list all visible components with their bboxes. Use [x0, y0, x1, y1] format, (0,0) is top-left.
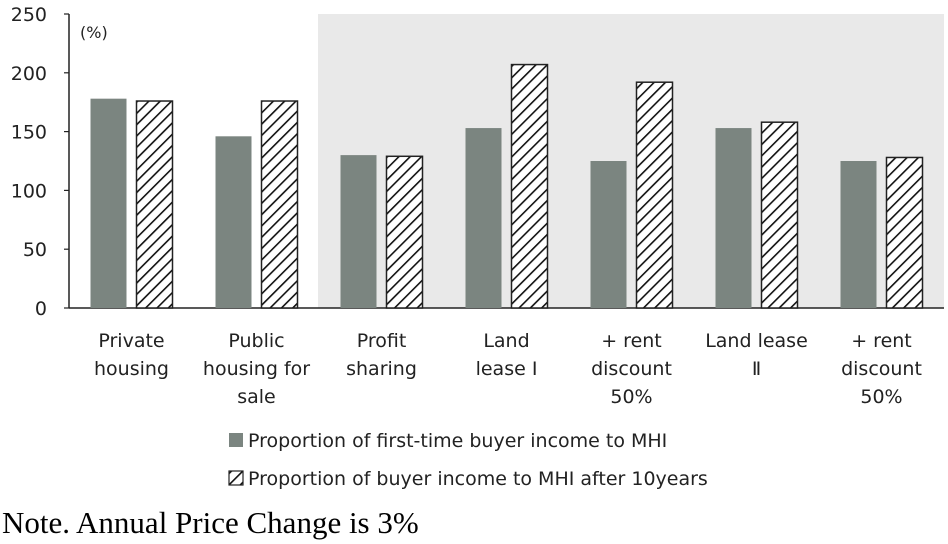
axes: 0 50 100 150 200 250: [11, 4, 944, 320]
x-category-label: discount: [841, 358, 922, 380]
bar-chart: 0 50 100 150 200 250 Private housing Public hous…: [11, 4, 944, 490]
bar-series-1: [840, 161, 877, 308]
y-tick-label: 200: [11, 63, 47, 85]
x-category-label: housing: [94, 358, 169, 380]
x-category-label: Profit: [357, 330, 407, 352]
bar-series-2: [385, 155, 424, 309]
x-category-label: housing for: [203, 358, 310, 380]
bars: [90, 63, 924, 309]
x-category-label: Ⅱ: [752, 358, 761, 380]
x-category-label: + rent: [601, 330, 662, 352]
x-category-label: 50%: [860, 386, 902, 408]
bar-series-1: [90, 98, 127, 308]
x-category-label: Land lease: [705, 330, 808, 352]
x-category-label: + rent: [851, 330, 912, 352]
y-tick-label: 50: [23, 239, 47, 261]
y-tick-label: 150: [11, 122, 47, 144]
x-category-label: sale: [237, 386, 276, 408]
legend: Proportion of first-time buyer income to…: [228, 430, 708, 490]
bar-series-2: [510, 63, 549, 309]
bar-series-1: [340, 155, 377, 308]
category-labels: Private housing Public housing for sale Profi…: [94, 330, 922, 408]
x-category-label: lease Ⅰ: [476, 358, 538, 380]
y-tick-label: 250: [11, 4, 47, 26]
x-category-label: discount: [591, 358, 672, 380]
bar-series-2: [260, 100, 299, 309]
figure-note: Note. Annual Price Change is 3%: [2, 505, 419, 540]
unit-label: (%): [80, 23, 108, 42]
y-tick-label: 100: [11, 180, 47, 202]
x-category-label: sharing: [346, 358, 417, 380]
legend-swatch-1: [229, 433, 243, 447]
bar-series-2: [885, 156, 924, 309]
legend-label-1: Proportion of first-time buyer income to…: [248, 430, 667, 452]
legend-swatch-2: [228, 470, 244, 486]
x-category-label: Land: [483, 330, 529, 352]
x-category-label: 50%: [610, 386, 652, 408]
bar-series-1: [215, 136, 252, 308]
bar-series-2: [135, 100, 174, 309]
y-tick-label: 0: [35, 298, 47, 320]
legend-label-2: Proportion of buyer income to MHI after …: [248, 468, 708, 490]
bar-series-2: [760, 121, 799, 309]
x-category-label: Public: [228, 330, 284, 352]
bar-series-1: [715, 128, 752, 308]
bar-series-2: [635, 81, 674, 309]
x-category-label: Private: [98, 330, 164, 352]
bar-series-1: [590, 161, 627, 308]
bar-series-1: [465, 128, 502, 308]
